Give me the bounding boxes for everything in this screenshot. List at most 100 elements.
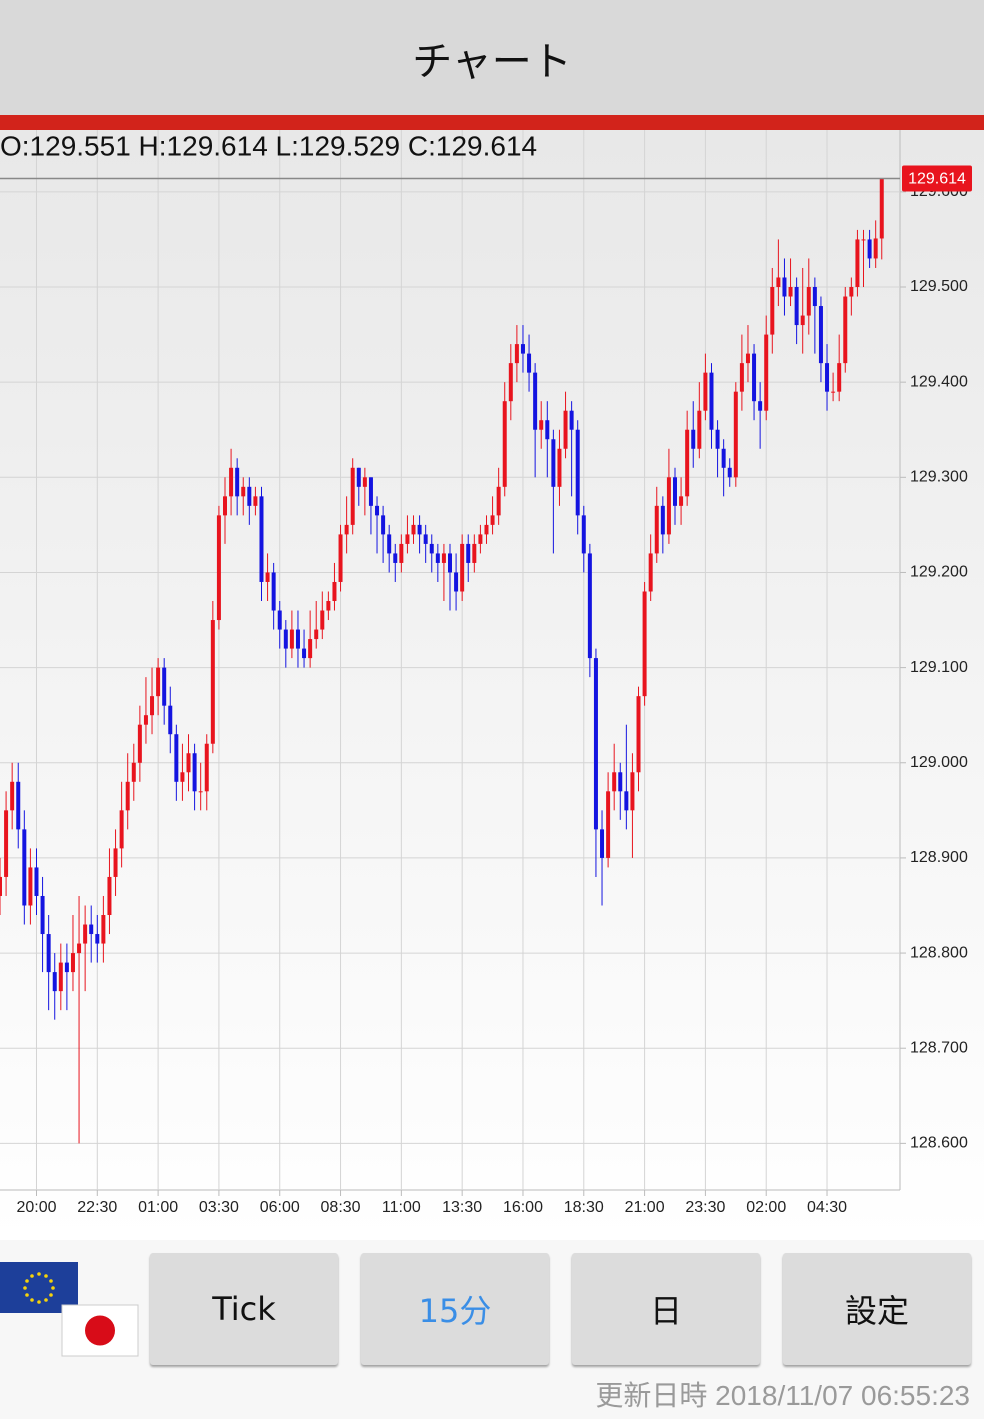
candle-body — [405, 534, 410, 544]
y-tick-label: 129.500 — [910, 278, 968, 295]
candle-body — [466, 543, 471, 563]
candle-body — [703, 372, 708, 411]
candle-body — [873, 238, 878, 259]
candle-body — [10, 781, 15, 811]
candle-body — [89, 924, 94, 935]
chart-background — [0, 130, 984, 1240]
candle-body — [186, 753, 191, 773]
chart: 128.600 128.700 128.800 128.900 129.000 129.1… — [0, 130, 984, 1240]
timeframe-button[interactable]: 15分 — [361, 1253, 549, 1365]
currency-flags — [0, 1262, 139, 1357]
candle-body — [4, 810, 9, 877]
candle-body — [800, 315, 805, 326]
candle-body — [362, 477, 367, 487]
app-header: チャート — [0, 0, 984, 115]
candle-body — [502, 401, 507, 487]
candle-body — [125, 781, 130, 811]
update-label: 更新日時 — [595, 1380, 708, 1411]
y-tick-label: 129.100 — [910, 659, 968, 676]
candle-body — [271, 572, 276, 611]
candle-body — [496, 486, 501, 516]
candle-body — [612, 772, 617, 792]
x-tick-label: 16:00 — [503, 1199, 543, 1216]
candle-body — [441, 553, 446, 563]
candle-body — [16, 781, 21, 830]
timeframe-button[interactable]: 日 — [572, 1253, 760, 1365]
candle-body — [514, 344, 519, 364]
candle-body — [837, 363, 842, 392]
candle-body — [825, 363, 830, 392]
candle-body — [630, 772, 635, 811]
candle-body — [593, 658, 598, 830]
candle-body — [180, 772, 185, 782]
candle-body — [156, 667, 161, 697]
candle-body — [843, 296, 848, 364]
candle-body — [448, 553, 452, 573]
candle-body — [691, 429, 696, 449]
candle-body — [326, 601, 331, 611]
candle-body — [624, 791, 629, 811]
candle-body — [733, 391, 738, 478]
candle-body — [241, 486, 246, 497]
candle-body — [642, 591, 647, 697]
candle-body — [831, 391, 836, 393]
candle-body — [168, 705, 173, 735]
x-tick-label: 01:00 — [138, 1199, 178, 1216]
candle-body — [229, 467, 234, 497]
candle-body — [162, 667, 167, 706]
candle-body — [557, 448, 562, 487]
candle-body — [150, 696, 155, 716]
x-tick-label: 03:30 — [199, 1199, 239, 1216]
candle-body — [666, 477, 671, 535]
timeframe-button[interactable]: 設定 — [783, 1253, 971, 1365]
candle-body — [454, 572, 459, 592]
candle-body — [660, 505, 665, 535]
candle-body — [715, 429, 720, 449]
candle-body — [776, 277, 781, 288]
update-time: 更新日時 2018/11/07 06:55:23 — [595, 1374, 970, 1414]
ohlc-readout: O:129.551 H:129.614 L:129.529 C:129.614 — [0, 130, 537, 161]
candle-body — [600, 829, 605, 858]
candle-body — [685, 429, 690, 497]
candle-body — [545, 420, 550, 440]
candle-body — [332, 581, 337, 602]
x-tick-label: 18:30 — [564, 1199, 604, 1216]
candle-body — [28, 867, 33, 906]
candle-body — [648, 553, 653, 592]
candle-body — [101, 915, 106, 944]
candle-body — [58, 962, 63, 992]
candle-body — [113, 848, 118, 877]
candle-body — [259, 496, 264, 582]
candle-body — [782, 277, 787, 297]
candle-body — [533, 372, 538, 430]
x-tick-label: 20:00 — [16, 1199, 56, 1216]
y-tick-label: 129.300 — [910, 469, 968, 486]
candle-body — [277, 610, 282, 630]
candle-body — [739, 363, 744, 392]
candle-body — [143, 715, 148, 725]
candle-body — [83, 924, 88, 944]
candle-body — [192, 753, 197, 792]
x-tick-label: 23:30 — [685, 1199, 725, 1216]
timeframe-button[interactable]: Tick — [150, 1253, 338, 1365]
candle-body — [387, 534, 392, 554]
candle-body — [520, 344, 525, 354]
candle-body — [508, 363, 513, 402]
candle-body — [551, 439, 556, 487]
candle-body — [198, 791, 203, 793]
candle-body — [381, 515, 386, 535]
candle-body — [758, 401, 763, 411]
y-tick-label: 128.900 — [910, 849, 968, 866]
candle-body — [709, 372, 714, 430]
candle-body — [587, 553, 592, 659]
candle-body — [411, 524, 416, 535]
x-tick-label: 02:00 — [746, 1199, 786, 1216]
y-tick-label: 129.200 — [910, 564, 968, 581]
candle-body — [563, 410, 568, 449]
candle-body — [460, 543, 465, 592]
candle-body — [216, 515, 221, 621]
eu-stars — [23, 1272, 55, 1304]
candle-body — [423, 534, 428, 544]
candle-body — [77, 943, 82, 954]
candle-body — [812, 287, 817, 307]
